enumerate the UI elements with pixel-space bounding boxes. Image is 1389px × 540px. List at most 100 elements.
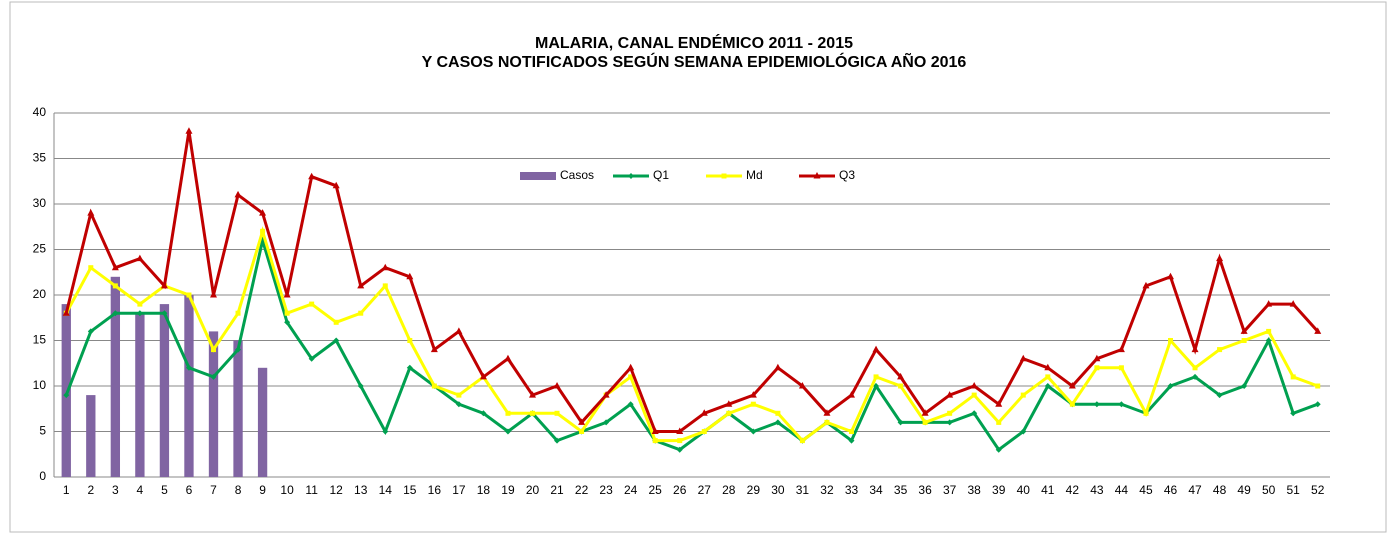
marker (799, 438, 805, 444)
marker (1241, 338, 1247, 343)
marker (1094, 365, 1100, 371)
marker (1020, 392, 1026, 398)
marker (407, 338, 413, 343)
x-tick-label: 47 (1188, 483, 1202, 497)
y-tick-label: 40 (33, 105, 47, 119)
marker (970, 382, 978, 389)
marker (700, 409, 708, 416)
marker (234, 190, 242, 198)
x-tick-label: 42 (1066, 483, 1080, 497)
marker (504, 354, 512, 362)
marker (529, 391, 536, 398)
marker (995, 446, 1002, 453)
line (64, 234, 1319, 452)
x-tick-label: 13 (354, 483, 368, 497)
marker (1217, 347, 1223, 353)
bar (61, 304, 71, 477)
marker (971, 392, 977, 398)
x-tick-label: 1 (63, 483, 70, 497)
marker (357, 383, 364, 389)
marker (627, 363, 635, 371)
line (64, 226, 1319, 443)
marker (1117, 345, 1125, 353)
marker (628, 173, 634, 179)
marker (1093, 401, 1100, 408)
x-tick-label: 5 (161, 483, 168, 497)
x-tick-label: 24 (624, 483, 638, 497)
marker (382, 283, 388, 289)
x-tick-label: 6 (186, 483, 193, 497)
x-tick-label: 34 (869, 483, 883, 497)
marker (721, 173, 727, 179)
marker (1118, 401, 1125, 408)
marker (725, 400, 733, 407)
marker (455, 401, 462, 408)
marker (1314, 327, 1322, 334)
marker (479, 372, 487, 380)
x-tick-label: 50 (1262, 483, 1276, 497)
bar (86, 395, 96, 477)
marker (848, 391, 855, 398)
marker (898, 383, 904, 389)
marker (283, 291, 291, 298)
x-tick-label: 32 (820, 483, 834, 497)
chart-subtitle: Y CASOS NOTIFICADOS SEGÚN SEMANA EPIDEMI… (422, 51, 967, 71)
marker (849, 429, 854, 434)
marker (62, 309, 70, 316)
x-tick-label: 9 (259, 483, 266, 497)
marker (136, 254, 144, 262)
marker (456, 392, 462, 398)
marker (358, 310, 364, 316)
marker (530, 410, 535, 416)
x-tick-label: 44 (1115, 483, 1129, 497)
legend-label: Md (746, 168, 763, 182)
marker (774, 419, 781, 426)
marker (1044, 363, 1052, 371)
marker (211, 347, 216, 353)
marker (1216, 392, 1223, 399)
marker (775, 410, 781, 416)
x-tick-label: 35 (894, 483, 908, 497)
y-tick-label: 35 (33, 151, 47, 165)
marker (480, 410, 487, 417)
marker (235, 310, 241, 316)
marker (333, 319, 339, 325)
marker (873, 383, 880, 389)
marker (160, 281, 168, 289)
marker (813, 172, 821, 179)
marker (333, 337, 340, 344)
x-tick-label: 49 (1237, 483, 1251, 497)
marker (579, 429, 585, 434)
x-tick-label: 2 (87, 483, 94, 497)
x-tick-label: 10 (280, 483, 294, 497)
bar (257, 367, 268, 477)
marker (750, 428, 757, 435)
marker (1068, 382, 1076, 389)
marker (1266, 328, 1272, 334)
marker (873, 374, 879, 380)
bar (208, 331, 219, 477)
marker (947, 410, 953, 416)
marker (946, 419, 953, 426)
x-tick-label: 27 (698, 483, 712, 497)
bar (233, 340, 243, 477)
x-tick-label: 21 (550, 483, 564, 497)
marker (922, 419, 928, 425)
marker (63, 392, 70, 399)
marker (455, 327, 463, 334)
marker (332, 181, 340, 189)
y-tick-label: 10 (33, 378, 47, 392)
bar (135, 313, 145, 477)
marker (1216, 254, 1224, 262)
x-tick-label: 11 (305, 483, 318, 497)
marker (186, 292, 192, 298)
x-tick-label: 20 (526, 483, 540, 497)
marker (602, 391, 610, 398)
marker (1019, 354, 1027, 362)
x-tick-label: 45 (1139, 483, 1153, 497)
marker (921, 409, 929, 416)
marker (1315, 383, 1321, 389)
x-tick-label: 8 (235, 483, 242, 497)
marker (996, 419, 1002, 425)
marker (1118, 365, 1124, 371)
